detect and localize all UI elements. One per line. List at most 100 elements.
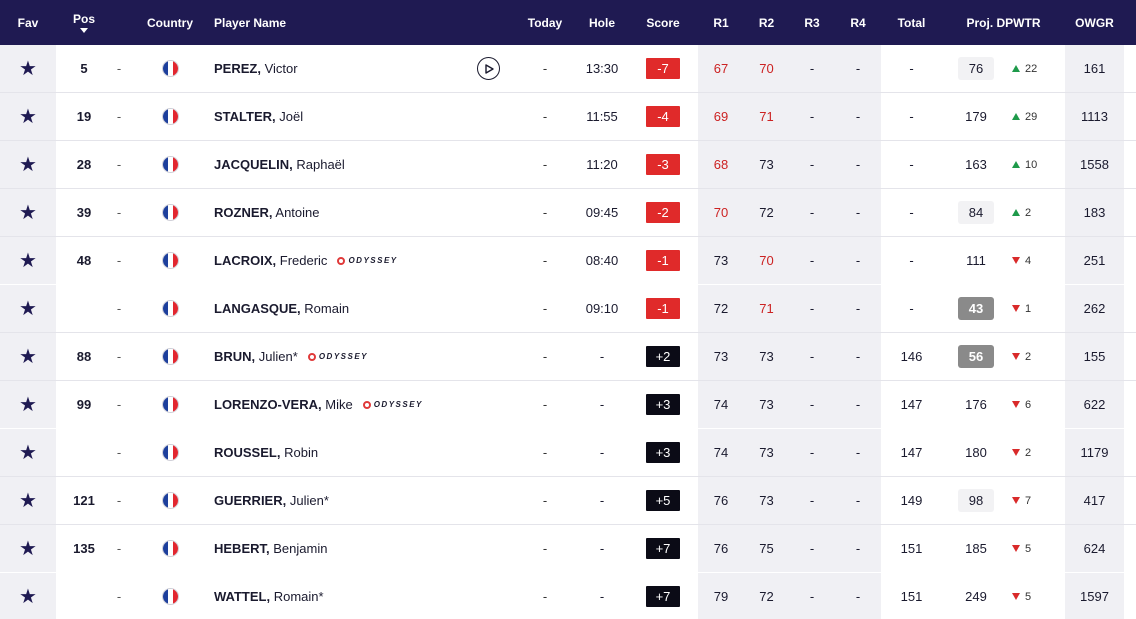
player-name[interactable]: GUERRIER, Julien* <box>214 493 329 508</box>
header-proj-dpwtr[interactable]: Proj. DPWTR <box>966 15 1041 30</box>
round-3: - <box>789 573 835 619</box>
header-r3[interactable]: R3 <box>804 15 820 30</box>
favourite-star-icon[interactable]: ★ <box>19 345 37 368</box>
player-name-cell[interactable]: ROZNER, Antoine <box>214 189 514 236</box>
favourite-star-icon[interactable]: ★ <box>19 585 37 608</box>
table-row[interactable]: ★ 99- LORENZO-VERA, Mike ODYSSEY - - +3 74 73- -1… <box>0 381 1136 429</box>
proj-dpwtr-value: 179 <box>965 109 987 124</box>
france-flag-icon <box>161 540 179 557</box>
position: 135 <box>73 541 95 556</box>
round-2: 73 <box>744 429 789 476</box>
player-name-cell[interactable]: HEBERT, Benjamin <box>214 525 514 572</box>
country-cell <box>126 141 214 188</box>
player-name[interactable]: LORENZO-VERA, Mike <box>214 397 353 412</box>
position-change: - <box>116 301 122 316</box>
player-name-cell[interactable]: BRUN, Julien* ODYSSEY <box>214 333 514 380</box>
player-name[interactable]: HEBERT, Benjamin <box>214 541 328 556</box>
fav-cell: ★ <box>0 477 56 524</box>
proj-dpwtr-value: 84 <box>958 201 994 224</box>
favourite-star-icon[interactable]: ★ <box>19 153 37 176</box>
player-name[interactable]: LANGASQUE, Romain <box>214 301 350 316</box>
favourite-star-icon[interactable]: ★ <box>19 105 37 128</box>
table-row[interactable]: ★ 28- JACQUELIN, Raphaël -11:20 -3 68 73- - -163… <box>0 141 1136 189</box>
round-3: - <box>789 189 835 236</box>
player-name[interactable]: JACQUELIN, Raphaël <box>214 157 345 172</box>
proj-dpwtr-cell: 98 7 <box>942 477 1065 524</box>
favourite-star-icon[interactable]: ★ <box>19 297 37 320</box>
play-video-button[interactable] <box>477 57 500 80</box>
header-hole[interactable]: Hole <box>588 15 615 30</box>
player-name-cell[interactable]: STALTER, Joël <box>214 93 514 140</box>
player-name-cell[interactable]: ROUSSEL, Robin <box>214 429 514 476</box>
owgr-rank: 183 <box>1065 189 1124 236</box>
round-1: 68 <box>698 141 744 188</box>
player-name[interactable]: STALTER, Joël <box>214 109 304 124</box>
score-cell: -1 <box>628 285 698 332</box>
player-name[interactable]: ROZNER, Antoine <box>214 205 320 220</box>
table-row[interactable]: ★ 19- STALTER, Joël -11:55 -4 69 71- - -179 29 111… <box>0 93 1136 141</box>
player-name[interactable]: LACROIX, Frederic <box>214 253 328 268</box>
fav-cell: ★ <box>0 237 56 284</box>
score-badge: +7 <box>646 538 680 559</box>
france-flag-icon <box>161 492 179 509</box>
table-row[interactable]: ★ 39- ROZNER, Antoine -09:45 -2 70 72- - -84 2 183 <box>0 189 1136 237</box>
score-cell: -1 <box>628 237 698 284</box>
fav-cell: ★ <box>0 141 56 188</box>
favourite-star-icon[interactable]: ★ <box>19 57 37 80</box>
score-cell: +2 <box>628 333 698 380</box>
player-name-cell[interactable]: LACROIX, Frederic ODYSSEY <box>214 237 514 284</box>
player-name-cell[interactable]: WATTEL, Romain* <box>214 573 514 619</box>
header-pos-sort[interactable]: Pos <box>56 0 112 45</box>
player-name-cell[interactable]: GUERRIER, Julien* <box>214 477 514 524</box>
position-change: - <box>116 445 122 460</box>
table-row[interactable]: ★ 121- GUERRIER, Julien* - - +5 76 73- -149 98 7 41… <box>0 477 1136 525</box>
favourite-star-icon[interactable]: ★ <box>19 537 37 560</box>
table-row[interactable]: ★ 48 - LACROIX, Frederic ODYSSEY - 08:40 -1 73 70… <box>0 237 1136 285</box>
total-score: 147 <box>900 445 923 460</box>
proj-dpwtr-cell: 76 22 <box>942 45 1065 92</box>
favourite-star-icon[interactable]: ★ <box>19 489 37 512</box>
header-country[interactable]: Country <box>147 15 193 30</box>
favourite-star-icon[interactable]: ★ <box>19 393 37 416</box>
table-row[interactable]: ★ - WATTEL, Romain* - - +7 79 72- -151 249 5 1597 <box>0 573 1136 619</box>
proj-dpwtr-value: 111 <box>966 253 986 268</box>
player-name-cell[interactable]: LORENZO-VERA, Mike ODYSSEY <box>214 381 514 428</box>
player-name-cell[interactable]: LANGASQUE, Romain <box>214 285 514 332</box>
favourite-star-icon[interactable]: ★ <box>19 249 37 272</box>
table-row[interactable]: ★ - LANGASQUE, Romain -09:10 -1 72 71- - -43 1 262 <box>0 285 1136 333</box>
table-row[interactable]: ★ - ROUSSEL, Robin - - +3 74 73- -147 180 2 1179 <box>0 429 1136 477</box>
header-r1[interactable]: R1 <box>713 15 729 30</box>
header-player-name[interactable]: Player Name <box>214 15 287 30</box>
total-score: 151 <box>900 589 923 604</box>
arrow-down-icon <box>1012 353 1020 360</box>
table-row[interactable]: ★ 135- HEBERT, Benjamin - - +7 76 75- -151 185 5 62… <box>0 525 1136 573</box>
round-2: 73 <box>744 381 789 428</box>
favourite-star-icon[interactable]: ★ <box>19 201 37 224</box>
header-r2[interactable]: R2 <box>758 15 775 30</box>
player-name[interactable]: ROUSSEL, Robin <box>214 445 319 460</box>
player-name-cell[interactable]: JACQUELIN, Raphaël <box>214 141 514 188</box>
table-row[interactable]: ★ 5- PEREZ, Victor -13:30 -7 67 70- - -76 22 161 <box>0 45 1136 93</box>
player-name[interactable]: BRUN, Julien* <box>214 349 298 364</box>
favourite-star-icon[interactable]: ★ <box>19 441 37 464</box>
proj-dpwtr-cell: 176 6 <box>942 381 1065 428</box>
header-today[interactable]: Today <box>527 15 563 30</box>
header-r4[interactable]: R4 <box>850 15 866 30</box>
fav-cell: ★ <box>0 525 56 572</box>
round-2: 73 <box>744 477 789 524</box>
score-badge: +7 <box>646 586 680 607</box>
player-name-cell[interactable]: PEREZ, Victor <box>214 45 514 92</box>
header-owgr[interactable]: OWGR <box>1075 15 1114 30</box>
round-3: - <box>789 429 835 476</box>
hole-time: 09:10 <box>585 301 619 316</box>
table-row[interactable]: ★ 88- BRUN, Julien* ODYSSEY - - +2 73 73- -146 56 2… <box>0 333 1136 381</box>
player-name[interactable]: PEREZ, Victor <box>214 61 298 76</box>
country-cell <box>126 333 214 380</box>
position-change: - <box>116 397 122 412</box>
player-name[interactable]: WATTEL, Romain* <box>214 589 324 604</box>
sponsor-dot-icon <box>337 256 346 265</box>
score-cell: +3 <box>628 381 698 428</box>
header-total[interactable]: Total <box>897 15 926 30</box>
header-score[interactable]: Score <box>646 15 680 30</box>
owgr-rank: 155 <box>1065 333 1124 380</box>
